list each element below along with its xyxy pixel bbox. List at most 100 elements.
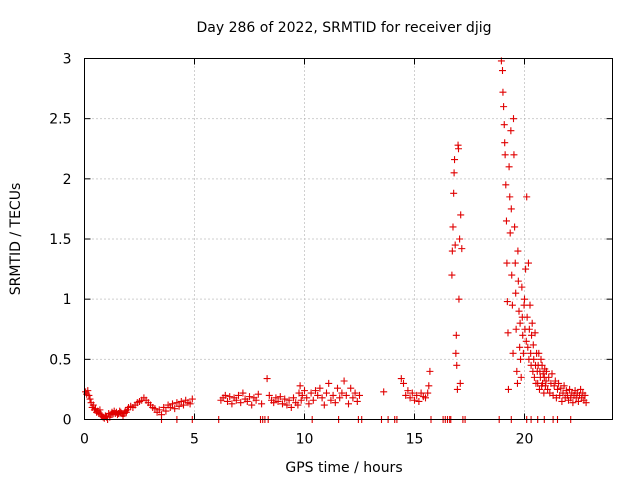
- data-point: [338, 389, 346, 397]
- data-point: [452, 349, 460, 357]
- data-point: [406, 394, 414, 402]
- data-point: [537, 355, 545, 363]
- data-point: [232, 396, 240, 404]
- data-point: [510, 151, 518, 159]
- data-point: [530, 355, 538, 363]
- data-point: [397, 375, 405, 383]
- data-point: [545, 373, 553, 381]
- data-point: [171, 405, 179, 413]
- data-point: [451, 241, 459, 249]
- data-point: [535, 385, 543, 393]
- data-point: [239, 389, 247, 397]
- data-point: [508, 271, 516, 279]
- data-point: [425, 382, 433, 390]
- data-point: [155, 406, 163, 414]
- data-point: [511, 259, 519, 267]
- data-point: [503, 259, 511, 267]
- data-point: [347, 384, 355, 392]
- data-point: [415, 397, 423, 405]
- data-point: [408, 389, 416, 397]
- data-point: [276, 393, 284, 401]
- y-tick-label: 2.5: [49, 112, 71, 128]
- data-point: [514, 247, 522, 255]
- data-point: [457, 211, 465, 219]
- data-point: [581, 391, 589, 399]
- data-point: [265, 391, 273, 399]
- data-point: [309, 396, 317, 404]
- data-point: [528, 319, 536, 327]
- x-tick-label: 15: [406, 432, 424, 448]
- data-point: [519, 331, 527, 339]
- data-point: [281, 395, 289, 403]
- data-point: [519, 349, 527, 357]
- data-point: [525, 325, 533, 333]
- data-point: [274, 397, 282, 405]
- data-point: [458, 245, 466, 253]
- data-point: [456, 379, 464, 387]
- data-point: [499, 67, 506, 75]
- data-point: [336, 394, 344, 402]
- data-point: [325, 379, 333, 387]
- data-point: [505, 163, 513, 171]
- data-point: [237, 399, 245, 407]
- data-point: [85, 391, 93, 399]
- data-point: [270, 399, 278, 407]
- data-point: [554, 385, 561, 393]
- data-point: [555, 379, 563, 387]
- data-point: [548, 370, 556, 378]
- data-point: [531, 329, 539, 337]
- data-point: [340, 377, 348, 385]
- data-point: [509, 349, 517, 357]
- data-point: [507, 205, 515, 213]
- y-tick-label: 3: [63, 52, 72, 68]
- data-point: [307, 389, 315, 397]
- data-point: [334, 384, 341, 392]
- data-point: [513, 367, 521, 375]
- data-point: [329, 391, 337, 399]
- data-point: [180, 401, 187, 409]
- data-point: [422, 394, 429, 402]
- x-tick-label: 10: [296, 432, 314, 448]
- x-tick-label: 0: [80, 432, 89, 448]
- data-point: [453, 361, 461, 369]
- data-point: [582, 399, 590, 407]
- data-point: [342, 391, 350, 399]
- y-axis-label: SRMTID / TECUs: [8, 183, 24, 296]
- y-tick-label: 2: [63, 172, 72, 188]
- data-point: [516, 319, 524, 327]
- data-point: [290, 394, 297, 402]
- grid-lines: [84, 58, 613, 420]
- y-tick-label: 0: [63, 413, 72, 429]
- data-point: [535, 349, 543, 357]
- data-point: [526, 301, 534, 309]
- data-point: [86, 395, 94, 403]
- data-point: [507, 127, 515, 135]
- data-point: [502, 217, 510, 225]
- data-point: [285, 396, 293, 404]
- data-point: [544, 385, 552, 393]
- data-point: [301, 387, 308, 395]
- data-point: [562, 387, 570, 395]
- y-tick-label: 1: [63, 292, 72, 308]
- data-point: [508, 301, 516, 309]
- data-point: [455, 295, 463, 303]
- data-point: [283, 401, 291, 409]
- data-point: [297, 396, 305, 404]
- x-tick-label: 5: [190, 432, 199, 448]
- data-point: [517, 355, 525, 363]
- data-point: [574, 397, 582, 405]
- data-point: [501, 139, 509, 147]
- data-point: [188, 395, 196, 403]
- data-point: [542, 377, 550, 385]
- data-point: [426, 367, 434, 375]
- data-point: [327, 396, 335, 404]
- data-point: [523, 193, 531, 201]
- data-point: [84, 387, 92, 395]
- data-point: [560, 382, 568, 390]
- data-point: [558, 397, 566, 405]
- x-axis-label: GPS time / hours: [285, 460, 402, 476]
- data-point: [96, 406, 104, 414]
- data-point: [160, 403, 168, 411]
- data-point: [258, 400, 266, 408]
